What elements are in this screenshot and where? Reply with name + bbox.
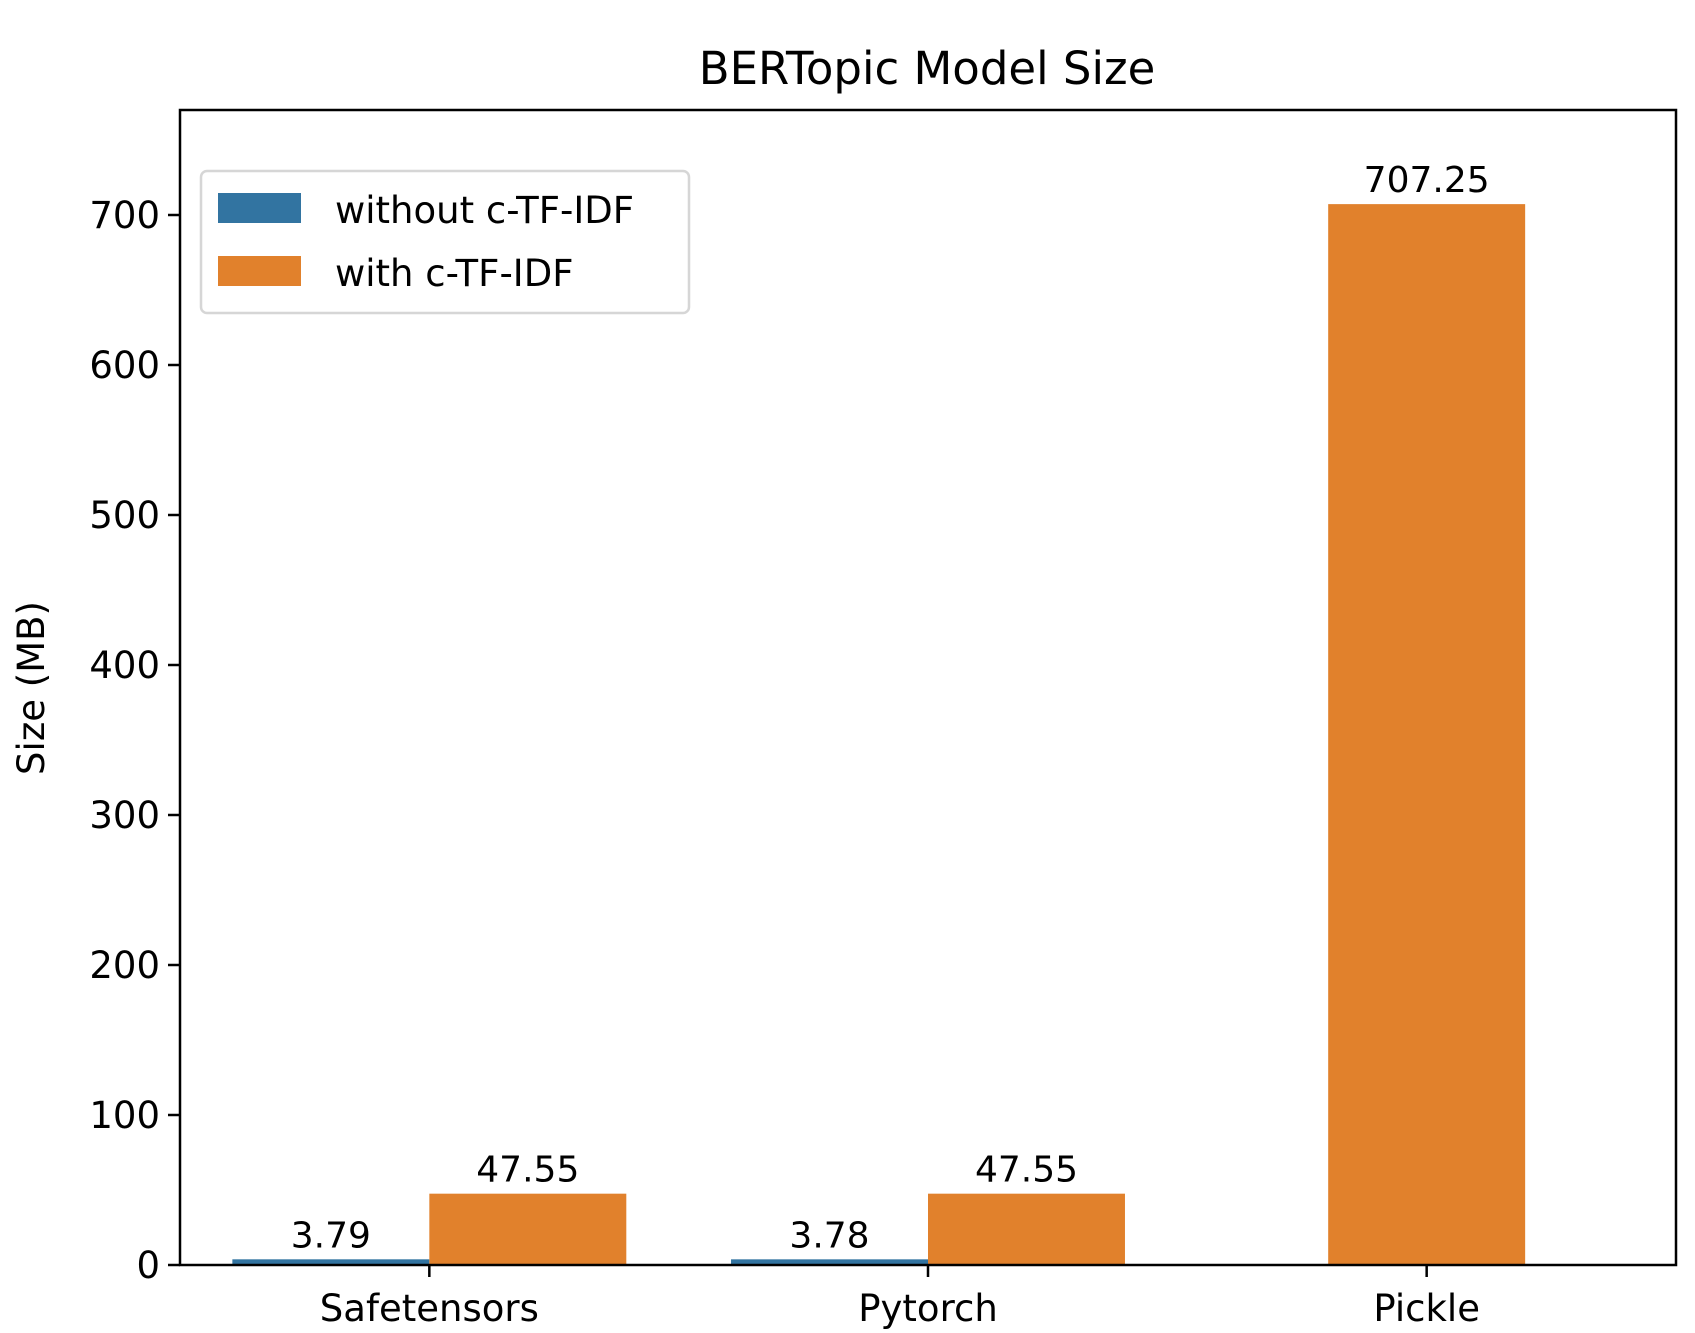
y-tick-label: 400	[89, 644, 160, 687]
legend-swatch	[218, 193, 301, 223]
legend-label: with c-TF-IDF	[335, 252, 573, 295]
y-axis-label: Size (MB)	[10, 601, 53, 775]
x-tick-label: Pytorch	[858, 1287, 998, 1329]
legend-label: without c-TF-IDF	[335, 189, 634, 232]
data-label: 47.55	[975, 1150, 1078, 1191]
data-label: 47.55	[476, 1150, 579, 1191]
x-tick-label: Pickle	[1373, 1287, 1480, 1329]
bar-pytorch-1	[928, 1193, 1125, 1265]
y-tick-label: 500	[89, 494, 160, 537]
data-label: 3.79	[291, 1215, 371, 1256]
y-tick-label: 600	[89, 344, 160, 387]
y-tick-label: 700	[89, 194, 160, 237]
y-tick-label: 300	[89, 794, 160, 837]
bar-safetensors-0	[232, 1259, 430, 1265]
data-label: 3.78	[789, 1215, 869, 1256]
bar-pickle-1	[1328, 204, 1526, 1265]
bar-pytorch-0	[731, 1259, 928, 1265]
chart-title: BERTopic Model Size	[699, 42, 1156, 95]
plot-frame	[178, 108, 1678, 1267]
legend-box	[199, 169, 691, 315]
legend: without c-TF-IDF with c-TF-IDF	[199, 169, 691, 315]
legend-swatch	[218, 256, 301, 286]
bar-safetensors-1	[429, 1193, 627, 1265]
data-label: 707.25	[1364, 160, 1490, 201]
y-tick-label: 200	[89, 944, 160, 987]
y-tick-label: 100	[89, 1094, 160, 1137]
x-tick-label: Safetensors	[320, 1287, 539, 1329]
y-tick-label: 0	[136, 1244, 160, 1287]
